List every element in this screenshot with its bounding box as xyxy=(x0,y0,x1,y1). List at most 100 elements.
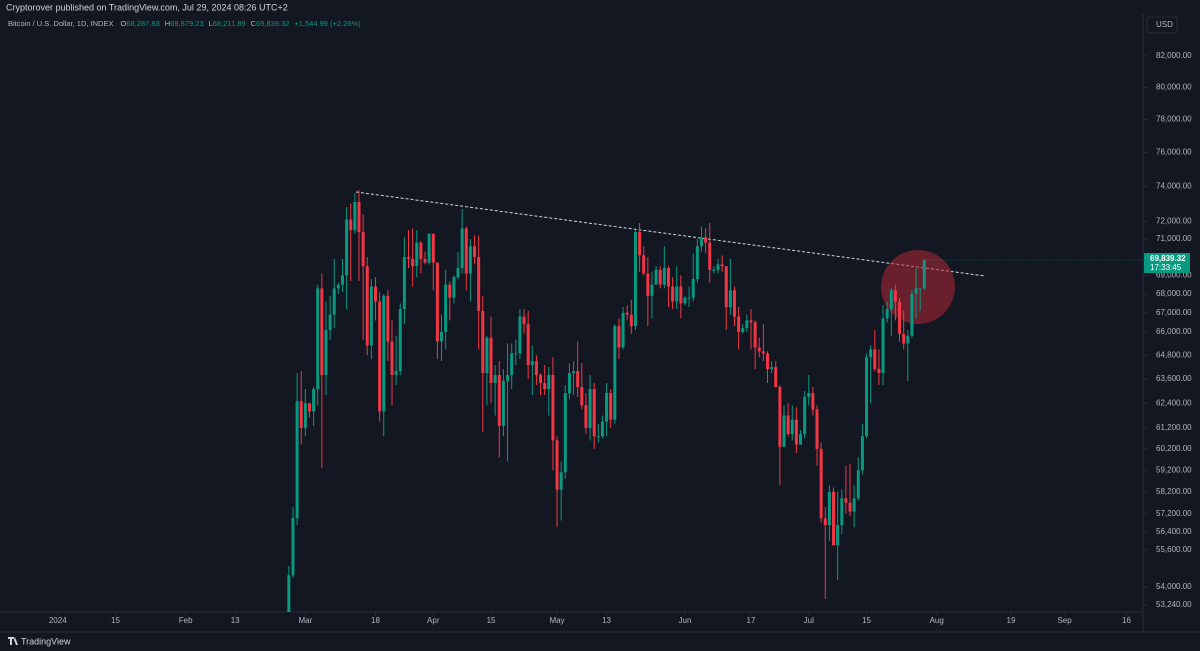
x-tick-label: 15 xyxy=(111,616,120,625)
candle-body xyxy=(394,371,398,376)
candle-body xyxy=(493,375,497,384)
last-price-label: 69,839.32 xyxy=(1150,254,1186,263)
y-tick-label: 57,200.00 xyxy=(1156,509,1192,518)
candle-body xyxy=(766,353,770,370)
candle-body xyxy=(291,518,295,576)
candle-body xyxy=(526,324,530,366)
candle-body xyxy=(534,361,538,376)
legend-key: L xyxy=(209,19,213,28)
x-tick-label: 13 xyxy=(602,616,611,625)
candle-body xyxy=(617,326,621,348)
candle-body xyxy=(790,419,794,435)
candle-body xyxy=(440,331,444,342)
candle-body xyxy=(823,518,827,526)
y-tick-label: 63,600.00 xyxy=(1156,374,1192,383)
candle-body xyxy=(865,357,869,437)
y-tick-label: 71,000.00 xyxy=(1156,234,1192,243)
y-tick-label: 68,000.00 xyxy=(1156,289,1192,298)
legend-key: O xyxy=(121,19,127,28)
candle-body xyxy=(316,288,320,390)
x-tick-label: 15 xyxy=(487,616,496,625)
candle-body xyxy=(687,297,691,299)
candle-body xyxy=(402,257,406,309)
candle-body xyxy=(609,393,613,420)
candle-body xyxy=(770,367,774,370)
candle-body xyxy=(600,421,604,437)
candle-body xyxy=(633,231,637,327)
candle-body xyxy=(369,286,373,346)
candle-body xyxy=(415,242,419,267)
candle-body xyxy=(642,255,646,274)
candle-body xyxy=(468,246,472,274)
candle-body xyxy=(803,397,807,435)
candle-body xyxy=(906,335,910,344)
candle-body xyxy=(477,257,481,311)
candle-body xyxy=(435,262,439,342)
candle-body xyxy=(411,258,415,267)
candle-body xyxy=(877,369,881,374)
candle-body xyxy=(361,231,365,267)
candle-body xyxy=(485,337,489,374)
x-tick-label: Feb xyxy=(179,616,193,625)
y-tick-label: 62,400.00 xyxy=(1156,398,1192,407)
candle-body xyxy=(848,502,852,512)
candle-body xyxy=(724,266,728,308)
y-tick-label: 78,000.00 xyxy=(1156,115,1192,124)
x-tick-label: Mar xyxy=(298,616,312,625)
candle-body xyxy=(444,284,448,332)
candle-body xyxy=(340,275,344,285)
candle-body xyxy=(382,295,386,412)
x-tick-label: May xyxy=(549,616,564,625)
candle-body xyxy=(522,316,526,325)
candle-body xyxy=(625,312,629,315)
candle-body xyxy=(613,326,617,420)
candle-body xyxy=(898,301,902,334)
candle-body xyxy=(563,393,567,473)
legend: Bitcoin / U.S. Dollar, 1D, INDEX O68,287… xyxy=(8,19,361,28)
candle-body xyxy=(836,525,840,546)
y-tick-label: 74,000.00 xyxy=(1156,182,1192,191)
candle-body xyxy=(753,322,757,348)
candle-body xyxy=(365,266,369,346)
x-tick-label: 15 xyxy=(862,616,871,625)
logo xyxy=(8,637,18,645)
y-tick-label: 59,200.00 xyxy=(1156,465,1192,474)
candle-body xyxy=(708,242,712,270)
candle-body xyxy=(893,290,897,302)
candle-body xyxy=(662,268,666,285)
highlight-circle xyxy=(881,250,955,324)
candle-body xyxy=(675,286,679,302)
candle-body xyxy=(741,328,745,332)
candle-body xyxy=(918,288,922,290)
candle-body xyxy=(728,290,732,308)
y-tick-label: 61,200.00 xyxy=(1156,423,1192,432)
candle-body xyxy=(840,498,844,526)
legend-change: +1,544.99 (+2.26%) xyxy=(294,19,361,28)
candle-body xyxy=(629,314,633,327)
candle-body xyxy=(885,308,889,319)
currency-box xyxy=(1146,16,1178,34)
candle-body xyxy=(774,367,778,388)
candle-body xyxy=(390,341,394,376)
candle-body xyxy=(551,375,555,441)
x-tick-label: 17 xyxy=(747,616,756,625)
header: Cryptorover published on TradingView.com… xyxy=(6,2,288,12)
candle-body xyxy=(704,237,708,243)
candle-body xyxy=(786,415,790,435)
candle-body xyxy=(666,268,670,287)
candle-body xyxy=(712,269,716,271)
candle-body xyxy=(914,288,918,294)
candle-body xyxy=(658,269,662,285)
candle-body xyxy=(881,318,885,374)
candle-body xyxy=(431,233,435,263)
candle-body xyxy=(732,290,736,317)
candle-body xyxy=(547,375,551,390)
candle-body xyxy=(699,237,703,247)
candle-body xyxy=(489,337,493,384)
candle-body xyxy=(782,415,786,447)
candle-body xyxy=(922,260,926,289)
candle-body xyxy=(572,371,576,374)
x-tick-label: 18 xyxy=(371,616,380,625)
